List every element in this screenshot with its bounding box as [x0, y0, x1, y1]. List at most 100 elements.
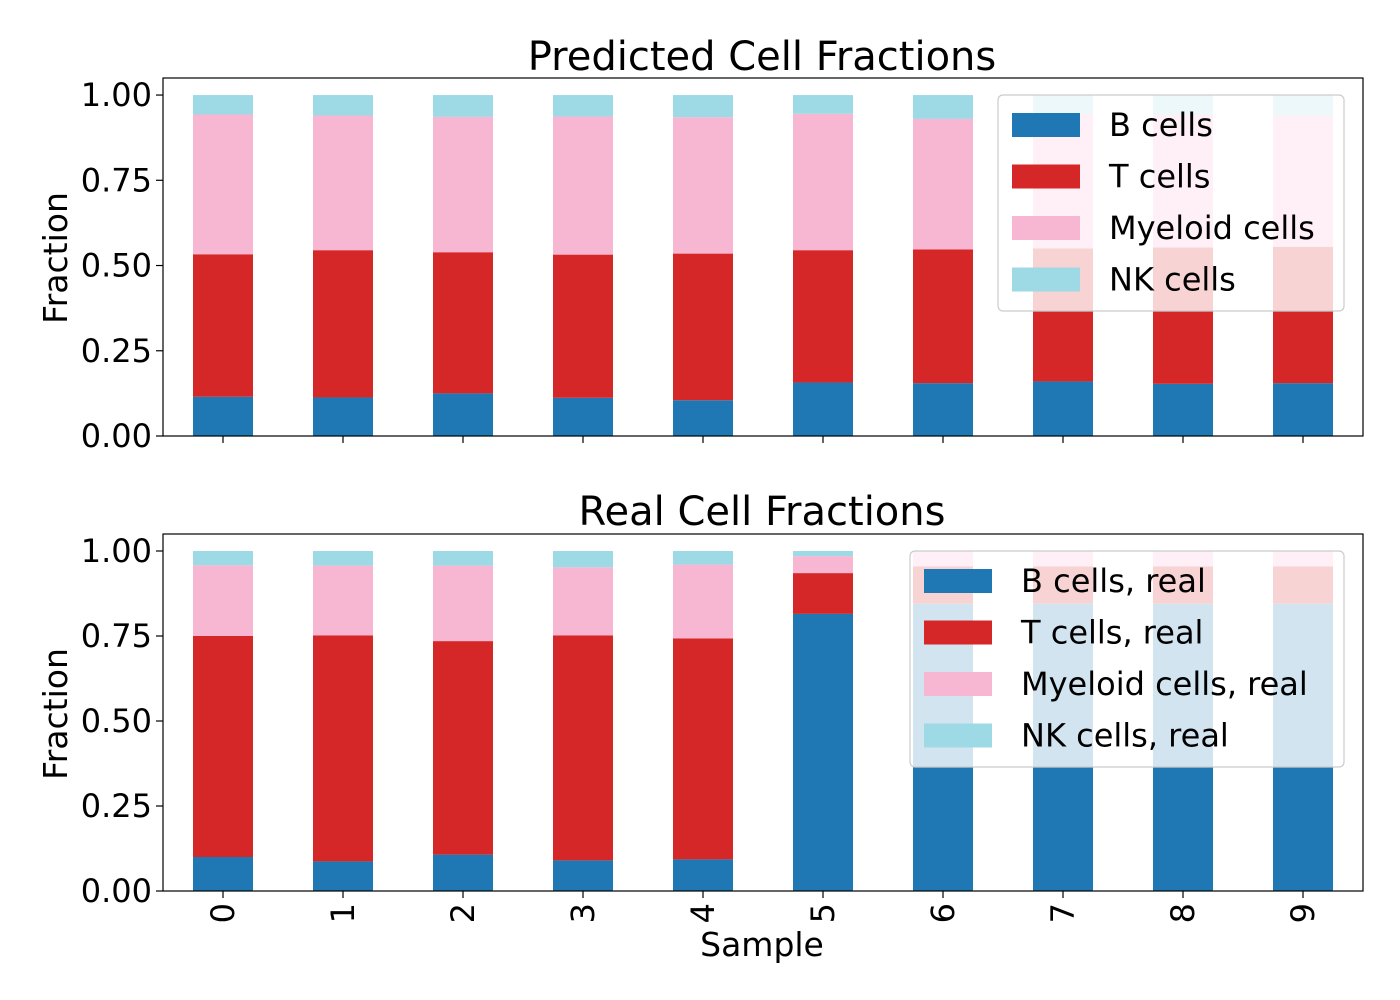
predicted-bar-b-cells-sample-5 — [793, 382, 853, 436]
real-chart-panel: Real Cell Fractions Fraction 0.00 0.25 0.5… — [36, 489, 1364, 964]
real-x-tick-label-6: 6 — [924, 903, 962, 923]
real-bar-myeloid-cells-real-sample-5 — [793, 556, 853, 574]
real-legend: B cells, real T cells, real Myeloid cells,… — [909, 550, 1345, 768]
real-bar-t-cells-real-sample-1 — [313, 635, 373, 862]
real-bar-b-cells-real-sample-5 — [793, 613, 853, 891]
real-x-tick-label-0: 0 — [204, 903, 242, 923]
predicted-bar-nk-cells-sample-0 — [193, 95, 253, 115]
predicted-bar-t-cells-sample-0 — [193, 254, 253, 397]
real-bar-nk-cells-real-sample-1 — [313, 551, 373, 566]
real-y-tick-label-0.50: 0.50 — [81, 702, 152, 740]
predicted-y-tick-label-0.00: 0.00 — [81, 417, 152, 455]
real-legend-label-t-cells-real: T cells, real — [1020, 614, 1203, 652]
real-legend-swatch-nk-cells-real — [924, 723, 992, 748]
predicted-bar-myeloid-cells-sample-4 — [673, 117, 733, 254]
real-chart-ylabel: Fraction — [36, 648, 75, 780]
predicted-legend-box — [997, 94, 1345, 312]
real-y-axis: 0.00 0.25 0.50 0.75 1.00 — [81, 532, 163, 910]
predicted-bar-b-cells-sample-1 — [313, 397, 373, 436]
real-bar-nk-cells-real-sample-2 — [433, 551, 493, 566]
predicted-chart-panel: Predicted Cell Fractions Fraction 0.00 0.… — [36, 34, 1364, 455]
predicted-bar-nk-cells-sample-5 — [793, 95, 853, 114]
predicted-chart-title: Predicted Cell Fractions — [528, 34, 996, 80]
predicted-bar-b-cells-sample-2 — [433, 393, 493, 436]
real-chart-xlabel: Sample — [700, 925, 824, 964]
predicted-legend-swatch-b-cells — [1012, 113, 1080, 137]
real-bar-b-cells-real-sample-0 — [193, 857, 253, 891]
predicted-legend-label-myeloid-cells: Myeloid cells — [1109, 209, 1315, 247]
real-bar-t-cells-real-sample-5 — [793, 573, 853, 614]
predicted-bar-t-cells-sample-3 — [553, 254, 613, 398]
real-x-tick-label-2: 2 — [444, 903, 482, 923]
real-bar-t-cells-real-sample-4 — [673, 638, 733, 860]
real-legend-swatch-b-cells-real — [924, 569, 992, 593]
predicted-bar-b-cells-sample-8 — [1153, 383, 1213, 436]
real-bar-nk-cells-real-sample-3 — [553, 551, 613, 568]
real-bar-t-cells-real-sample-2 — [433, 641, 493, 855]
predicted-bar-b-cells-sample-9 — [1273, 383, 1333, 436]
predicted-bar-b-cells-sample-0 — [193, 396, 253, 436]
real-bar-b-cells-real-sample-2 — [433, 854, 493, 891]
real-bar-b-cells-real-sample-3 — [553, 860, 613, 891]
real-bar-nk-cells-real-sample-5 — [793, 551, 853, 557]
predicted-bar-t-cells-sample-2 — [433, 252, 493, 394]
predicted-x-axis — [222, 436, 1304, 443]
real-x-axis: 0 1 2 3 4 5 6 7 8 9 — [204, 891, 1322, 923]
predicted-bar-t-cells-sample-5 — [793, 250, 853, 383]
predicted-legend-swatch-nk-cells — [1012, 267, 1080, 292]
real-chart-title: Real Cell Fractions — [579, 489, 946, 535]
predicted-bar-nk-cells-sample-2 — [433, 95, 493, 117]
real-plot-frame — [162, 533, 1364, 892]
predicted-bar-myeloid-cells-sample-5 — [793, 113, 853, 251]
predicted-legend-label-t-cells: T cells — [1108, 158, 1210, 196]
predicted-plot-frame — [162, 77, 1364, 437]
real-y-tick-label-0.00: 0.00 — [81, 872, 152, 910]
predicted-bar-nk-cells-sample-4 — [673, 95, 733, 118]
real-legend-box — [909, 550, 1345, 768]
predicted-bar-b-cells-sample-7 — [1033, 381, 1093, 436]
predicted-y-tick-label-0.75: 0.75 — [81, 161, 152, 199]
predicted-bar-b-cells-sample-6 — [913, 383, 973, 436]
predicted-bar-myeloid-cells-sample-6 — [913, 118, 973, 250]
predicted-bar-myeloid-cells-sample-1 — [313, 115, 373, 251]
predicted-bar-myeloid-cells-sample-3 — [553, 116, 613, 255]
predicted-y-tick-label-1.00: 1.00 — [81, 76, 152, 114]
real-x-tick-label-9: 9 — [1284, 903, 1322, 923]
predicted-legend: B cells T cells Myeloid cells NK cells — [997, 94, 1345, 312]
real-legend-label-nk-cells-real: NK cells, real — [1021, 717, 1229, 755]
predicted-legend-swatch-myeloid-cells — [1012, 216, 1080, 240]
real-y-tick-label-0.75: 0.75 — [81, 617, 152, 655]
real-bar-myeloid-cells-real-sample-0 — [193, 565, 253, 636]
predicted-bar-nk-cells-sample-3 — [553, 95, 613, 117]
real-legend-swatch-myeloid-cells-real — [924, 672, 992, 696]
predicted-bar-t-cells-sample-6 — [913, 249, 973, 384]
real-x-tick-label-1: 1 — [324, 903, 362, 923]
real-bar-myeloid-cells-real-sample-4 — [673, 564, 733, 639]
real-bar-myeloid-cells-real-sample-1 — [313, 565, 373, 636]
predicted-bar-myeloid-cells-sample-0 — [193, 114, 253, 255]
predicted-y-tick-label-0.50: 0.50 — [81, 247, 152, 285]
real-x-tick-label-3: 3 — [564, 903, 602, 923]
predicted-legend-label-nk-cells: NK cells — [1109, 261, 1236, 299]
real-bar-b-cells-real-sample-4 — [673, 859, 733, 891]
real-bar-nk-cells-real-sample-0 — [193, 551, 253, 566]
real-x-tick-label-8: 8 — [1164, 903, 1202, 923]
predicted-legend-swatch-t-cells — [1012, 164, 1080, 189]
predicted-bar-b-cells-sample-3 — [553, 397, 613, 436]
real-bar-nk-cells-real-sample-4 — [673, 551, 733, 565]
predicted-chart-ylabel: Fraction — [36, 192, 75, 324]
real-x-tick-label-7: 7 — [1044, 903, 1082, 923]
predicted-legend-label-b-cells: B cells — [1109, 106, 1213, 144]
real-x-tick-label-5: 5 — [804, 903, 842, 923]
real-y-tick-label-1.00: 1.00 — [81, 532, 152, 570]
real-bar-myeloid-cells-real-sample-2 — [433, 565, 493, 642]
real-bar-myeloid-cells-real-sample-3 — [553, 567, 613, 636]
real-bar-b-cells-real-sample-1 — [313, 861, 373, 891]
predicted-bar-myeloid-cells-sample-2 — [433, 116, 493, 253]
predicted-y-tick-label-0.25: 0.25 — [81, 332, 152, 370]
real-bar-t-cells-real-sample-3 — [553, 635, 613, 861]
real-legend-label-myeloid-cells-real: Myeloid cells, real — [1021, 665, 1308, 703]
real-legend-swatch-t-cells-real — [924, 620, 992, 645]
predicted-bar-b-cells-sample-4 — [673, 400, 733, 436]
